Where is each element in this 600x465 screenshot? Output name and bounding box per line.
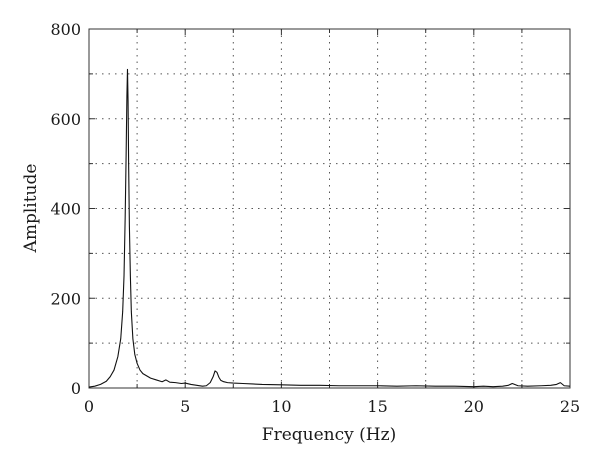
x-tick-label: 25	[560, 397, 580, 416]
y-tick-labels: 0 200 400 600 800	[50, 20, 81, 398]
y-tick-label: 800	[50, 20, 81, 39]
x-tick-label: 0	[84, 397, 94, 416]
series-line	[88, 68, 571, 388]
x-tick-label: 5	[180, 397, 190, 416]
x-tick-label: 10	[271, 397, 291, 416]
y-tick-label: 600	[50, 110, 81, 129]
x-tick-label: 15	[367, 397, 387, 416]
y-axis-title: Amplitude	[21, 164, 41, 254]
axis-ticks	[88, 28, 571, 389]
x-tick-label: 20	[464, 397, 484, 416]
y-tick-label: 0	[71, 379, 81, 398]
y-tick-label: 200	[50, 289, 81, 308]
grid	[89, 29, 570, 388]
x-tick-labels: 0 5 10 15 20 25	[84, 397, 580, 416]
x-axis-title: Frequency (Hz)	[262, 425, 396, 445]
y-tick-label: 400	[50, 200, 81, 219]
